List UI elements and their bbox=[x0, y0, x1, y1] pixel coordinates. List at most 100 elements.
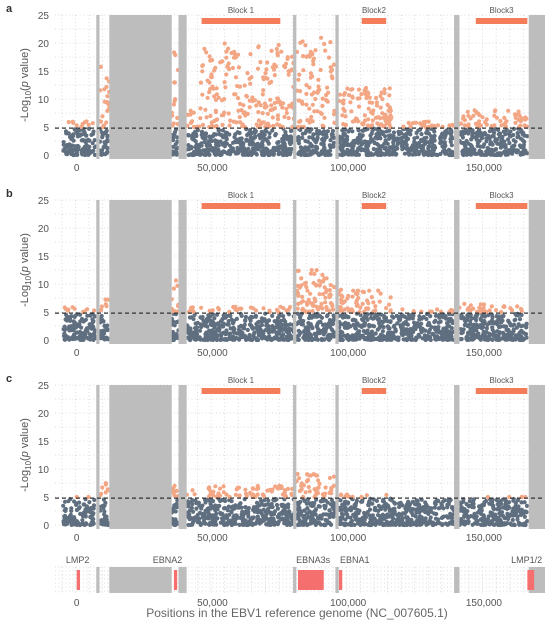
point-nonsignificant bbox=[328, 138, 333, 143]
point-nonsignificant bbox=[378, 332, 383, 337]
point-nonsignificant bbox=[448, 512, 453, 517]
point-nonsignificant bbox=[385, 319, 390, 324]
point-nonsignificant bbox=[246, 337, 251, 342]
point-significant bbox=[492, 113, 497, 118]
point-nonsignificant bbox=[413, 144, 418, 149]
masked-region bbox=[454, 15, 460, 159]
point-nonsignificant bbox=[516, 520, 522, 525]
point-nonsignificant bbox=[199, 132, 204, 137]
point-nonsignificant bbox=[520, 138, 526, 143]
point-nonsignificant bbox=[434, 498, 440, 503]
point-nonsignificant bbox=[90, 141, 95, 146]
point-nonsignificant bbox=[174, 320, 179, 325]
x-tick-label: 150,000 bbox=[466, 163, 503, 174]
point-significant bbox=[207, 80, 212, 85]
gene-bar bbox=[527, 570, 535, 590]
point-nonsignificant bbox=[432, 319, 437, 325]
point-significant bbox=[232, 49, 237, 54]
x-tick-label: 100,000 bbox=[330, 163, 367, 174]
point-significant bbox=[218, 493, 223, 498]
point-significant bbox=[364, 493, 369, 498]
point-nonsignificant bbox=[269, 512, 274, 517]
point-significant bbox=[204, 115, 209, 120]
point-significant bbox=[233, 492, 238, 497]
point-nonsignificant bbox=[210, 148, 215, 153]
point-nonsignificant bbox=[210, 499, 216, 504]
point-nonsignificant bbox=[355, 507, 360, 513]
point-significant bbox=[327, 288, 332, 293]
point-nonsignificant bbox=[226, 322, 231, 327]
point-nonsignificant bbox=[85, 313, 90, 318]
point-nonsignificant bbox=[239, 515, 244, 520]
point-nonsignificant bbox=[202, 512, 207, 517]
point-significant bbox=[258, 60, 263, 65]
point-nonsignificant bbox=[350, 318, 355, 323]
point-nonsignificant bbox=[464, 335, 469, 340]
point-significant bbox=[268, 97, 273, 102]
point-nonsignificant bbox=[318, 522, 323, 527]
point-significant bbox=[357, 96, 362, 101]
point-nonsignificant bbox=[407, 316, 412, 321]
point-nonsignificant bbox=[304, 327, 310, 332]
point-nonsignificant bbox=[442, 329, 447, 334]
point-nonsignificant bbox=[266, 330, 272, 335]
point-significant bbox=[513, 120, 518, 125]
point-significant bbox=[327, 475, 332, 481]
point-nonsignificant bbox=[496, 336, 501, 341]
point-nonsignificant bbox=[499, 316, 504, 321]
point-nonsignificant bbox=[359, 499, 364, 504]
point-nonsignificant bbox=[275, 506, 280, 511]
point-significant bbox=[387, 302, 392, 307]
point-nonsignificant bbox=[252, 330, 257, 335]
point-nonsignificant bbox=[206, 334, 212, 339]
point-significant bbox=[226, 111, 231, 116]
point-nonsignificant bbox=[327, 318, 333, 323]
point-nonsignificant bbox=[243, 505, 248, 510]
point-nonsignificant bbox=[213, 515, 218, 520]
point-significant bbox=[286, 116, 291, 121]
point-nonsignificant bbox=[498, 145, 503, 150]
point-nonsignificant bbox=[61, 327, 66, 332]
point-significant bbox=[276, 42, 281, 48]
point-significant bbox=[100, 114, 105, 119]
point-nonsignificant bbox=[383, 134, 388, 139]
y-tick-label: 25 bbox=[38, 196, 50, 207]
point-significant bbox=[367, 288, 372, 293]
point-nonsignificant bbox=[438, 140, 443, 146]
point-significant bbox=[345, 296, 350, 301]
point-nonsignificant bbox=[242, 146, 247, 151]
point-significant bbox=[304, 91, 309, 96]
point-nonsignificant bbox=[302, 498, 307, 504]
point-nonsignificant bbox=[88, 313, 93, 318]
masked-region bbox=[528, 200, 545, 344]
point-nonsignificant bbox=[250, 315, 255, 320]
block-bar bbox=[361, 388, 387, 394]
point-nonsignificant bbox=[389, 498, 394, 503]
point-nonsignificant bbox=[220, 511, 225, 516]
point-significant bbox=[242, 83, 247, 88]
point-significant bbox=[267, 81, 272, 86]
block-bar bbox=[361, 18, 387, 24]
point-nonsignificant bbox=[203, 508, 208, 513]
point-nonsignificant bbox=[197, 148, 203, 153]
point-significant bbox=[303, 280, 308, 285]
point-nonsignificant bbox=[284, 520, 289, 525]
point-significant bbox=[62, 305, 67, 310]
point-nonsignificant bbox=[326, 324, 331, 329]
point-nonsignificant bbox=[324, 314, 330, 319]
point-significant bbox=[207, 485, 212, 490]
point-significant bbox=[384, 306, 389, 311]
point-nonsignificant bbox=[401, 314, 406, 319]
y-tick-label: 10 bbox=[38, 465, 50, 476]
point-significant bbox=[104, 84, 109, 90]
point-significant bbox=[263, 71, 268, 76]
point-significant bbox=[173, 278, 179, 283]
block-bar bbox=[475, 18, 528, 24]
point-nonsignificant bbox=[210, 328, 215, 333]
point-nonsignificant bbox=[105, 522, 111, 528]
point-significant bbox=[380, 97, 385, 102]
point-nonsignificant bbox=[220, 497, 225, 502]
point-significant bbox=[220, 122, 225, 127]
point-nonsignificant bbox=[213, 145, 218, 150]
point-significant bbox=[239, 306, 244, 311]
